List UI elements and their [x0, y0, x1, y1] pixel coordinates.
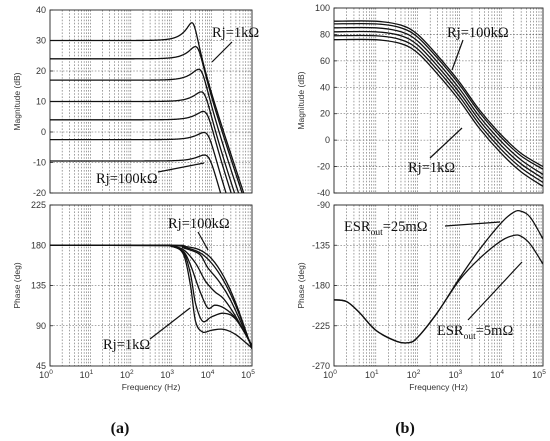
series-line-a_phase-4 [50, 244, 252, 347]
x-tick-label: 100 [39, 369, 53, 380]
y-tick-label: 45 [36, 361, 46, 371]
series-group-a_mag [50, 22, 245, 193]
panel-b-phase-plot: -270 -225 -180 -135 -90 100 101 102 103 104 105 Pha… [296, 200, 546, 392]
y-tick-label: -40 [317, 188, 330, 198]
arrow-rj-100k-b-mag [451, 39, 464, 71]
y-tick-label: 100 [315, 3, 330, 13]
series-line-a_mag-2 [50, 45, 243, 193]
y-tick-label: -135 [312, 240, 330, 250]
x-tick-label: 104 [201, 369, 215, 380]
y-tick-label: -20 [317, 162, 330, 172]
y-tick-label: -10 [33, 158, 46, 168]
x-tick-label: 102 [120, 369, 134, 380]
y-axis-label: Magnitude (dB) [12, 72, 22, 130]
y-tick-label: 60 [320, 56, 330, 66]
series-line-a_phase-7 [50, 244, 252, 350]
panel-b-magnitude-plot: -40 -20 0 20 40 60 80 100 Magnitude (dB) [296, 3, 544, 198]
annotation-esr-25m-main: ESR [344, 219, 371, 235]
y-tick-label: -270 [312, 361, 330, 371]
series-group-b_mag [334, 20, 543, 187]
annotation-arrows [149, 39, 523, 340]
annotation-rj-1k-a-phase: Rj=1kΩ [103, 337, 150, 353]
y-axis-label: Phase (deg) [296, 262, 306, 308]
y-tick-label: 30 [36, 36, 46, 46]
plot-frame-b_mag [333, 7, 544, 194]
annotation-rj-1k-b-mag: Rj=1kΩ [408, 160, 455, 176]
y-tick-label: 0 [41, 127, 46, 137]
series-line-b_mag-1 [334, 20, 543, 168]
x-tick-label: 104 [490, 369, 504, 380]
arrow-esr-5m [467, 261, 523, 321]
arrow-rj-100k-a-mag [157, 162, 205, 173]
x-tick-label: 100 [323, 369, 337, 380]
y-tick-label: 20 [36, 66, 46, 76]
annotation-esr-5m-sub: out [464, 332, 477, 342]
annotation-esr-25m: ESRout=25mΩ [344, 219, 428, 238]
x-tick-label: 105 [241, 369, 255, 380]
y-tick-label: 90 [36, 321, 46, 331]
y-tick-label: 225 [31, 200, 46, 210]
series-group-b_phase [334, 209, 543, 344]
series-line-b_phase-2 [334, 234, 543, 344]
annotation-rj-100k-b-mag: Rj=100kΩ [447, 25, 509, 41]
annotation-esr-25m-tail: =25mΩ [383, 219, 428, 235]
series-line-a_phase-2 [50, 244, 252, 346]
annotation-rj-1k-a-mag: Rj=1kΩ [212, 25, 259, 41]
x-tick-label: 101 [365, 369, 379, 380]
panel-label-b: (b) [395, 420, 415, 437]
y-axis-label: Phase (deg) [12, 262, 22, 308]
y-tick-label: 40 [36, 5, 46, 15]
x-axis-label: Frequency (Hz) [409, 382, 468, 392]
x-tick-label: 103 [449, 369, 463, 380]
x-tick-label: 103 [160, 369, 174, 380]
series-line-b_mag-3 [334, 26, 543, 176]
series-group-a_phase [50, 244, 252, 350]
arrow-esr-25m [444, 221, 501, 227]
y-tick-label: 20 [320, 109, 330, 119]
arrow-rj-100k-a-phase [197, 231, 209, 251]
y-tick-label: 10 [36, 97, 46, 107]
series-line-b_mag-4 [334, 30, 543, 180]
annotation-esr-5m-main: ESR [437, 323, 464, 339]
panel-label-a: (a) [111, 420, 130, 437]
series-line-a_mag-4 [50, 91, 236, 193]
annotation-rj-100k-a-phase: Rj=100kΩ [168, 216, 230, 232]
x-tick-label: 102 [407, 369, 421, 380]
grid-b_mag [334, 8, 543, 193]
series-line-b_mag-2 [334, 22, 543, 170]
annotation-esr-5m-tail: =5mΩ [476, 323, 514, 339]
panel-a-magnitude-plot: -20 -10 0 10 20 30 40 Magnitude (dB) [12, 5, 253, 198]
annotation-esr-5m: ESRout=5mΩ [437, 323, 513, 342]
series-line-a_mag-5 [50, 110, 232, 193]
series-line-a_mag-1 [50, 22, 245, 193]
series-line-a_mag-6 [50, 131, 227, 193]
x-axis-label: Frequency (Hz) [122, 382, 181, 392]
y-tick-label: -20 [33, 188, 46, 198]
grid-a_phase [50, 205, 252, 366]
grid-b_phase [334, 205, 543, 366]
series-line-a_mag-7 [50, 154, 222, 193]
series-line-b_mag-5 [334, 34, 543, 183]
y-tick-label: 40 [320, 82, 330, 92]
arrow-rj-1k-a-phase [149, 307, 191, 340]
annotation-esr-25m-sub: out [371, 228, 384, 238]
panel-a-phase-plot: 45 90 135 180 225 100 101 102 103 104 105 Phase (de… [12, 200, 255, 392]
series-line-b_mag-6 [334, 38, 543, 187]
x-tick-label: 101 [80, 369, 94, 380]
y-tick-label: -90 [317, 200, 330, 210]
y-tick-label: 0 [325, 135, 330, 145]
y-tick-label: -225 [312, 321, 330, 331]
annotation-rj-100k-a-mag: Rj=100kΩ [96, 171, 158, 187]
y-tick-label: 80 [320, 29, 330, 39]
series-line-a_mag-3 [50, 68, 240, 193]
x-tick-label: 105 [532, 369, 546, 380]
y-tick-label: -180 [312, 281, 330, 291]
y-tick-label: 180 [31, 240, 46, 250]
arrow-rj-1k-a-mag [211, 41, 233, 63]
y-tick-label: 135 [31, 281, 46, 291]
y-axis-label: Magnitude (dB) [296, 71, 306, 129]
arrow-rj-1k-b-mag [429, 127, 463, 159]
series-line-a_phase-3 [50, 244, 252, 346]
